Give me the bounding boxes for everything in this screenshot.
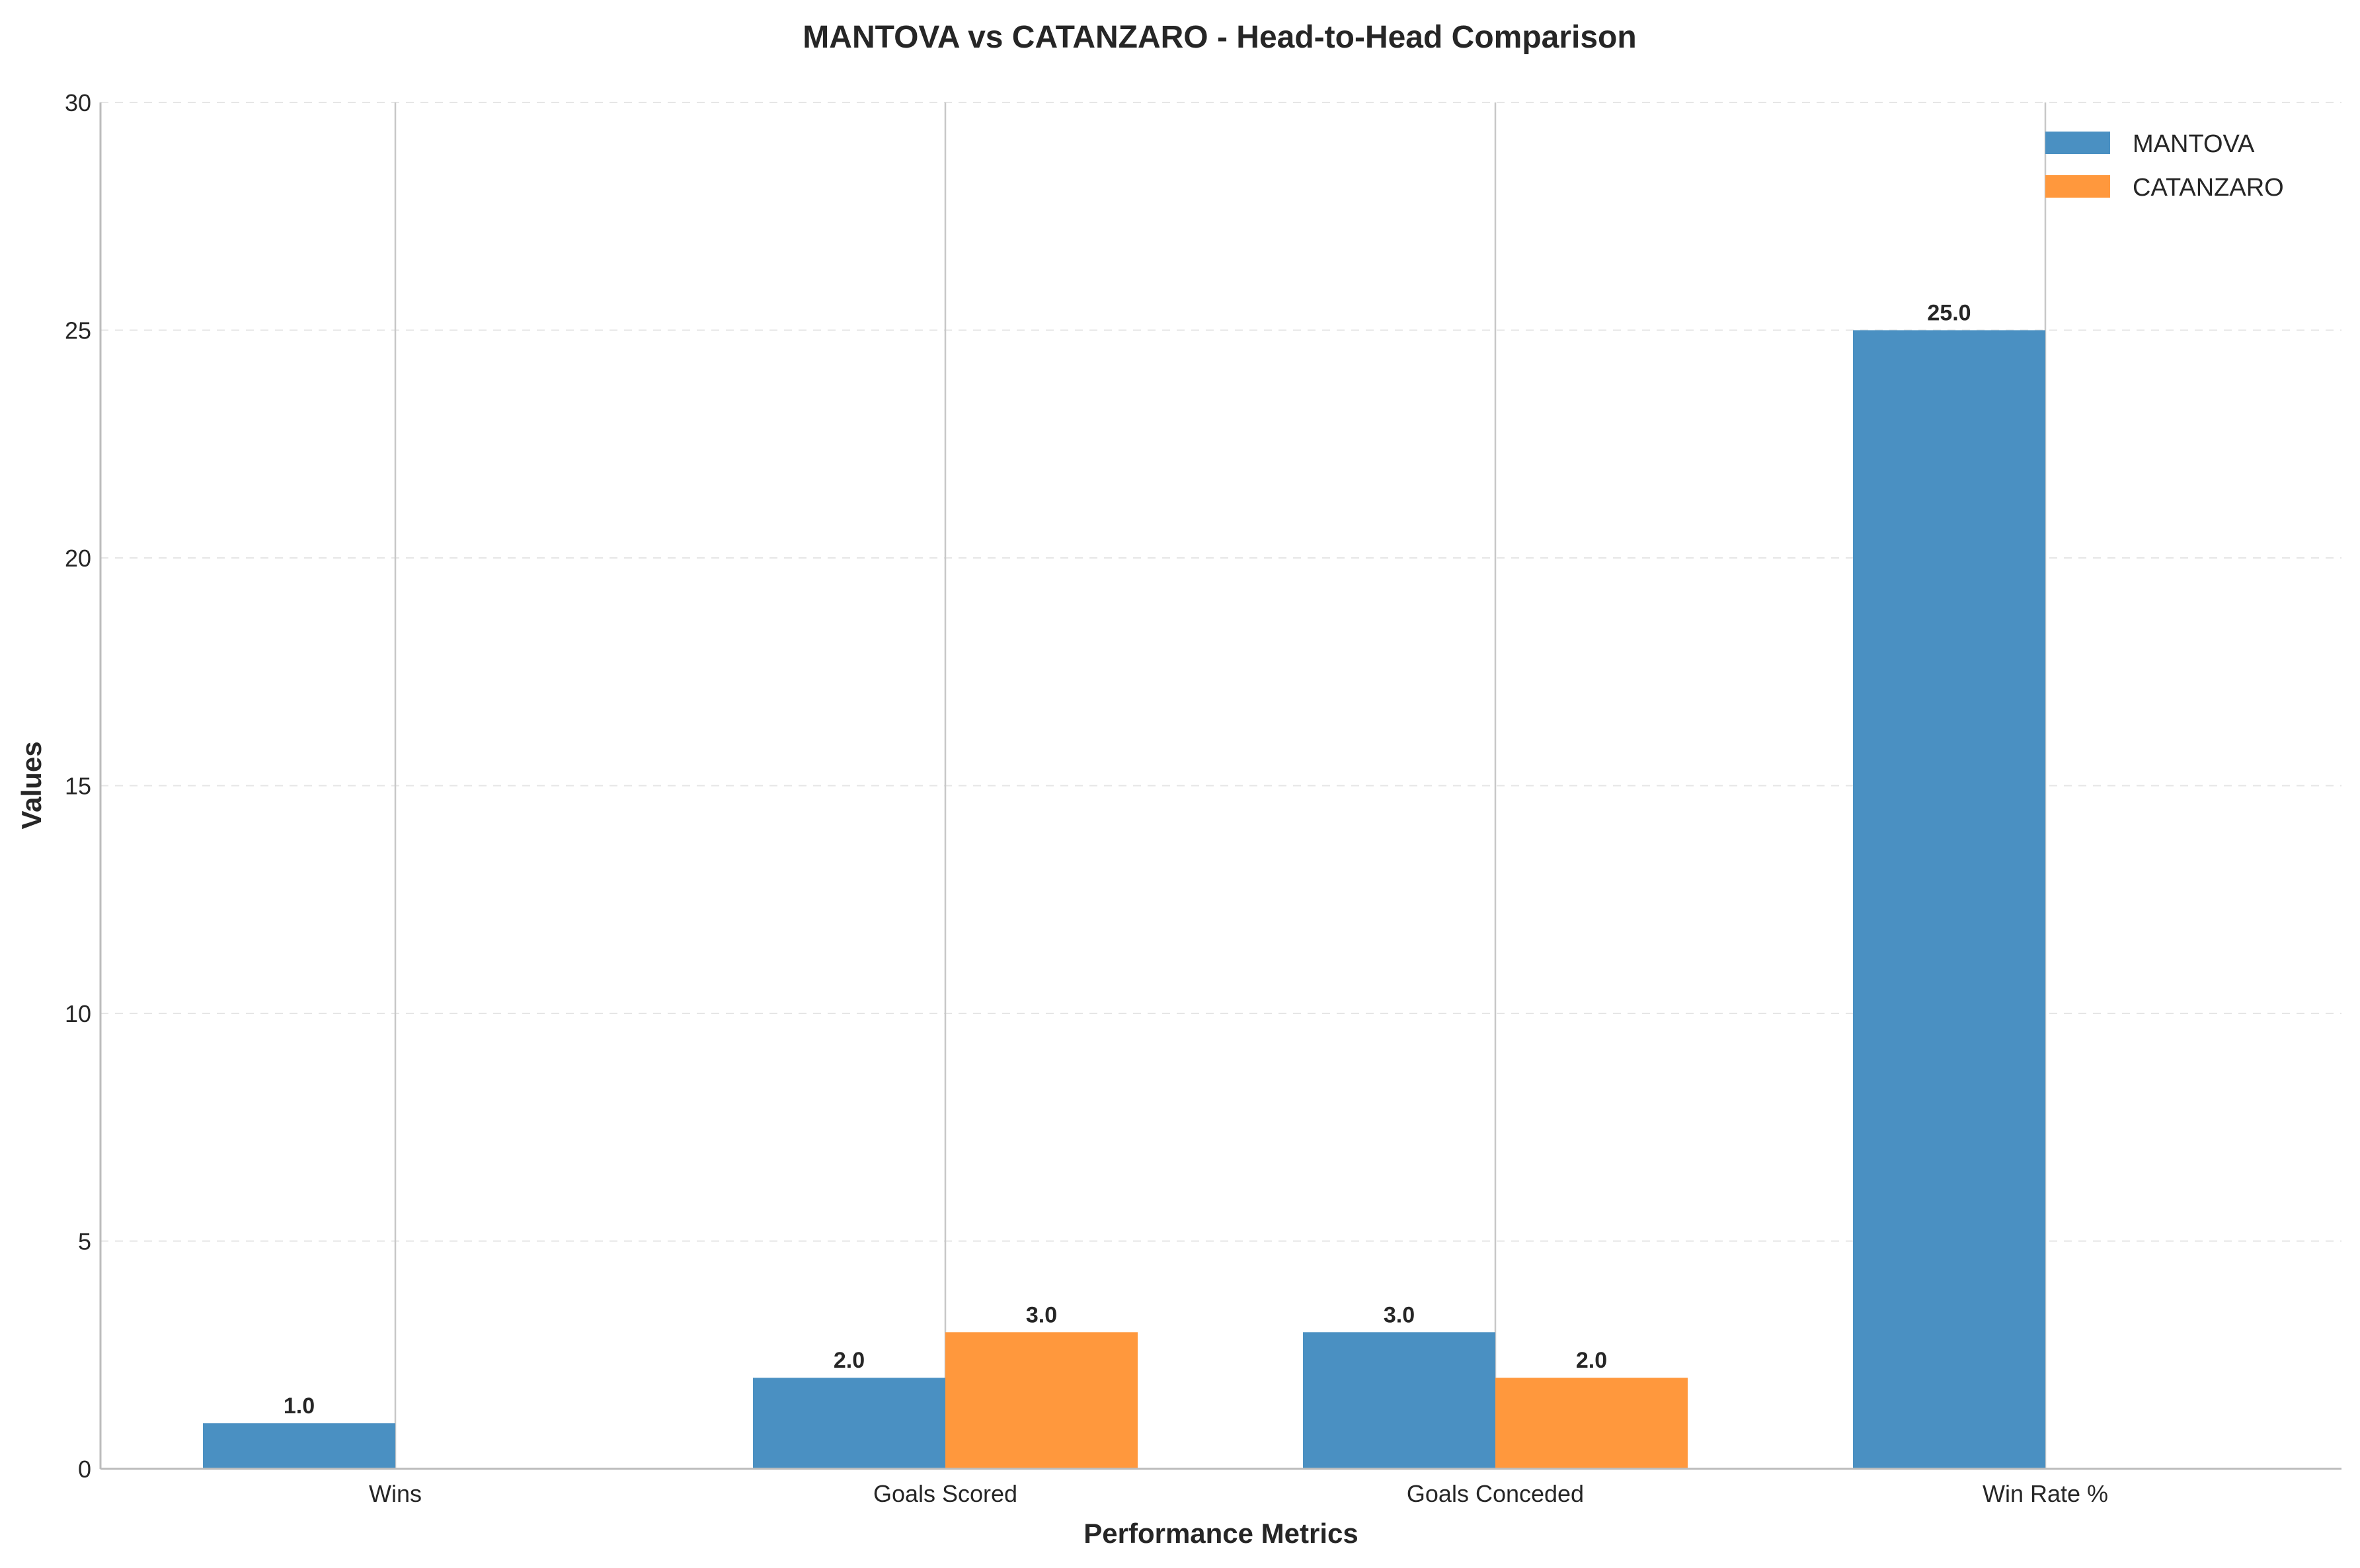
y-tick-label: 25 xyxy=(65,317,91,344)
x-axis-label: Performance Metrics xyxy=(1083,1518,1358,1549)
legend-swatch-catanzaro xyxy=(2045,175,2110,198)
bars xyxy=(203,330,2045,1470)
bar-value-label: 3.0 xyxy=(1384,1302,1415,1327)
legend-item-catanzaro[interactable]: CATANZARO xyxy=(2045,174,2284,202)
legend-label-mantova: MANTOVA xyxy=(2133,130,2255,158)
y-tick-label: 20 xyxy=(65,545,91,572)
x-tick-label: Win Rate % xyxy=(1983,1480,2108,1507)
legend-item-mantova[interactable]: MANTOVA xyxy=(2045,130,2255,158)
bar-value-label: 2.0 xyxy=(834,1348,865,1373)
legend-swatch-mantova xyxy=(2045,132,2110,154)
bar-mantova-3[interactable] xyxy=(1853,330,2045,1470)
x-tick-label: Wins xyxy=(369,1480,422,1507)
bar-value-label: 25.0 xyxy=(1927,301,1971,326)
y-axis-label: Values xyxy=(16,741,47,829)
bar-value-label: 1.0 xyxy=(284,1393,315,1419)
bar-catanzaro-1[interactable] xyxy=(945,1332,1138,1469)
bar-catanzaro-2[interactable] xyxy=(1495,1378,1688,1469)
bar-value-labels: 1.0 2.0 3.0 25.0 3.0 2.0 xyxy=(284,301,1971,1419)
x-tick-labels: Wins Goals Scored Goals Conceded Win Rate % xyxy=(369,1480,2108,1507)
y-tick-label: 15 xyxy=(65,773,91,800)
bar-value-label: 2.0 xyxy=(1576,1348,1607,1373)
y-tick-label: 5 xyxy=(78,1228,91,1255)
axes xyxy=(99,102,2341,1470)
bar-mantova-2[interactable] xyxy=(1303,1332,1495,1469)
bar-value-label: 3.0 xyxy=(1026,1302,1057,1327)
y-tick-label: 0 xyxy=(78,1456,91,1483)
y-tick-label: 30 xyxy=(65,89,91,116)
chart-title: MANTOVA vs CATANZARO - Head-to-Head Comp… xyxy=(803,20,1636,55)
x-tick-label: Goals Scored xyxy=(873,1480,1017,1507)
y-tick-label: 10 xyxy=(65,1000,91,1027)
y-tick-labels: 0 5 10 15 20 25 30 xyxy=(65,89,91,1483)
legend[interactable]: MANTOVA CATANZARO xyxy=(2045,130,2284,202)
bar-mantova-0[interactable] xyxy=(203,1423,395,1469)
legend-label-catanzaro: CATANZARO xyxy=(2133,174,2284,202)
bar-mantova-1[interactable] xyxy=(753,1378,945,1469)
x-tick-label: Goals Conceded xyxy=(1407,1480,1584,1507)
